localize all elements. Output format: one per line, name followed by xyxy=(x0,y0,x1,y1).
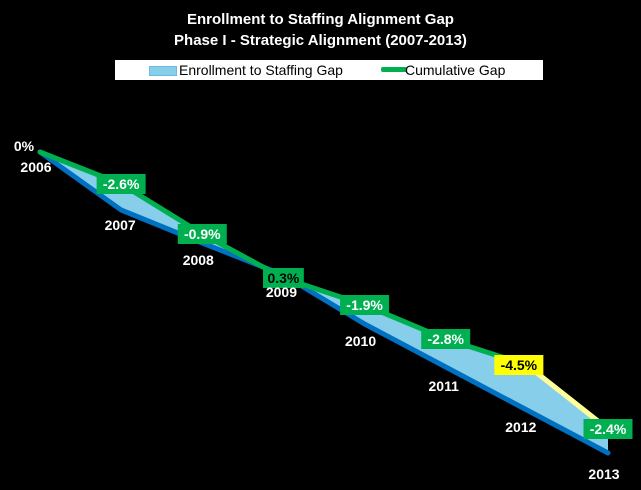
chart-subtitle: Phase I - Strategic Alignment (2007-2013… xyxy=(174,32,467,49)
data-label: -0.9% xyxy=(184,226,221,242)
data-label: -2.6% xyxy=(103,176,140,192)
category-label: 2006 xyxy=(20,159,51,175)
data-label-box xyxy=(340,295,390,315)
data-label-box xyxy=(263,268,304,288)
data-label: 0% xyxy=(14,138,35,154)
data-label: 0.3% xyxy=(267,270,299,286)
data-label-box xyxy=(583,419,633,439)
category-label: 2008 xyxy=(183,252,214,268)
data-label: -4.5% xyxy=(501,357,538,373)
category-label: 2012 xyxy=(505,419,536,435)
category-label: 2010 xyxy=(345,333,376,349)
chart-legend: Enrollment to Staffing Gap Cumulative Ga… xyxy=(115,60,543,80)
data-label-box xyxy=(494,355,544,375)
data-label: -2.4% xyxy=(590,421,627,437)
data-label-box xyxy=(421,329,471,349)
baseline-line xyxy=(37,149,611,456)
chart-title: Enrollment to Staffing Alignment Gap xyxy=(187,11,454,28)
category-label: 2013 xyxy=(588,466,619,482)
data-label-box xyxy=(96,174,146,194)
legend-swatch-line xyxy=(381,67,407,72)
category-label: 2007 xyxy=(105,217,136,233)
data-label: -1.9% xyxy=(346,297,383,313)
cumulative-line-segment xyxy=(524,362,611,432)
legend-label-gap: Enrollment to Staffing Gap xyxy=(179,62,343,78)
data-label: -2.8% xyxy=(427,331,464,347)
data-label-box xyxy=(177,224,227,244)
category-label: 2009 xyxy=(266,284,297,300)
legend-label-cumulative: Cumulative Gap xyxy=(405,62,506,78)
category-label: 2011 xyxy=(429,378,460,394)
legend-swatch-area xyxy=(149,66,177,76)
